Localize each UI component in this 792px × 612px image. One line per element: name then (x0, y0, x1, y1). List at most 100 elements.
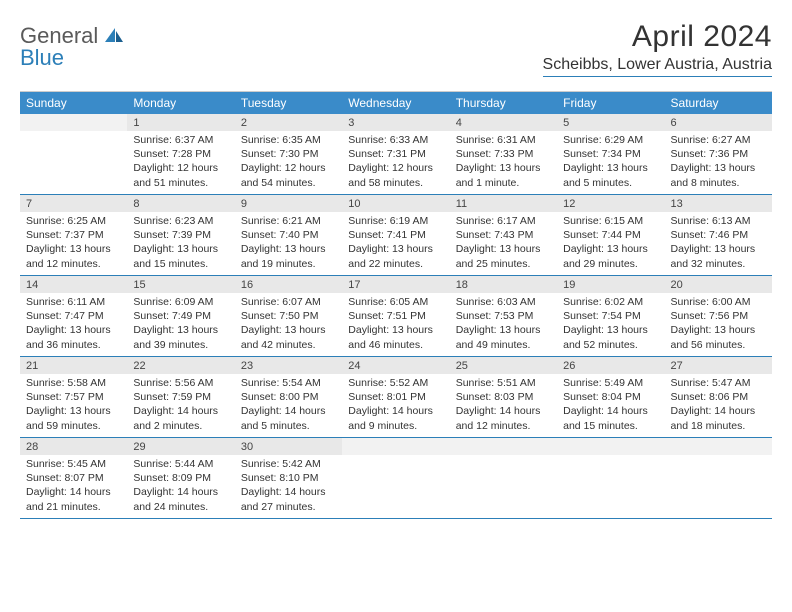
daylight-line: Daylight: 13 hours and 12 minutes. (26, 242, 121, 270)
daylight-line: Daylight: 14 hours and 12 minutes. (456, 404, 551, 432)
day-cell: 24Sunrise: 5:52 AMSunset: 8:01 PMDayligh… (342, 357, 449, 437)
day-cell: 19Sunrise: 6:02 AMSunset: 7:54 PMDayligh… (557, 276, 664, 356)
day-cell (557, 438, 664, 518)
day-number: 15 (127, 276, 234, 293)
daylight-line: Daylight: 14 hours and 15 minutes. (563, 404, 658, 432)
day-body: Sunrise: 6:35 AMSunset: 7:30 PMDaylight:… (235, 131, 342, 194)
daylight-line: Daylight: 13 hours and 32 minutes. (671, 242, 766, 270)
sunset-line: Sunset: 7:36 PM (671, 147, 766, 161)
daylight-line: Daylight: 13 hours and 36 minutes. (26, 323, 121, 351)
day-number: 24 (342, 357, 449, 374)
sunrise-line: Sunrise: 6:09 AM (133, 295, 228, 309)
sunrise-line: Sunrise: 6:25 AM (26, 214, 121, 228)
sunrise-line: Sunrise: 6:00 AM (671, 295, 766, 309)
sunrise-line: Sunrise: 6:27 AM (671, 133, 766, 147)
daylight-line: Daylight: 13 hours and 59 minutes. (26, 404, 121, 432)
daylight-line: Daylight: 13 hours and 56 minutes. (671, 323, 766, 351)
day-body (450, 455, 557, 461)
day-number: 27 (665, 357, 772, 374)
calendar-page: General Blue April 2024 Scheibbs, Lower … (0, 0, 792, 519)
day-number (557, 438, 664, 455)
sunrise-line: Sunrise: 5:58 AM (26, 376, 121, 390)
sunset-line: Sunset: 7:50 PM (241, 309, 336, 323)
logo-text: General Blue (20, 26, 125, 68)
sunrise-line: Sunrise: 5:56 AM (133, 376, 228, 390)
day-header-row: SundayMondayTuesdayWednesdayThursdayFrid… (20, 92, 772, 114)
day-body: Sunrise: 6:23 AMSunset: 7:39 PMDaylight:… (127, 212, 234, 275)
sunrise-line: Sunrise: 6:07 AM (241, 295, 336, 309)
day-body: Sunrise: 6:07 AMSunset: 7:50 PMDaylight:… (235, 293, 342, 356)
title-block: April 2024 Scheibbs, Lower Austria, Aust… (543, 20, 772, 77)
day-number: 2 (235, 114, 342, 131)
sunrise-line: Sunrise: 6:31 AM (456, 133, 551, 147)
day-cell: 30Sunrise: 5:42 AMSunset: 8:10 PMDayligh… (235, 438, 342, 518)
day-body: Sunrise: 6:15 AMSunset: 7:44 PMDaylight:… (557, 212, 664, 275)
day-cell: 29Sunrise: 5:44 AMSunset: 8:09 PMDayligh… (127, 438, 234, 518)
sunrise-line: Sunrise: 6:19 AM (348, 214, 443, 228)
day-body: Sunrise: 6:19 AMSunset: 7:41 PMDaylight:… (342, 212, 449, 275)
daylight-line: Daylight: 12 hours and 54 minutes. (241, 161, 336, 189)
daylight-line: Daylight: 13 hours and 49 minutes. (456, 323, 551, 351)
day-cell: 16Sunrise: 6:07 AMSunset: 7:50 PMDayligh… (235, 276, 342, 356)
sunset-line: Sunset: 7:31 PM (348, 147, 443, 161)
day-number: 14 (20, 276, 127, 293)
sunrise-line: Sunrise: 5:44 AM (133, 457, 228, 471)
sunrise-line: Sunrise: 6:03 AM (456, 295, 551, 309)
sunset-line: Sunset: 7:51 PM (348, 309, 443, 323)
day-body: Sunrise: 5:58 AMSunset: 7:57 PMDaylight:… (20, 374, 127, 437)
day-body: Sunrise: 6:09 AMSunset: 7:49 PMDaylight:… (127, 293, 234, 356)
day-cell: 26Sunrise: 5:49 AMSunset: 8:04 PMDayligh… (557, 357, 664, 437)
sunrise-line: Sunrise: 6:02 AM (563, 295, 658, 309)
day-cell: 3Sunrise: 6:33 AMSunset: 7:31 PMDaylight… (342, 114, 449, 194)
daylight-line: Daylight: 13 hours and 42 minutes. (241, 323, 336, 351)
sunset-line: Sunset: 7:30 PM (241, 147, 336, 161)
day-cell: 4Sunrise: 6:31 AMSunset: 7:33 PMDaylight… (450, 114, 557, 194)
day-body: Sunrise: 6:05 AMSunset: 7:51 PMDaylight:… (342, 293, 449, 356)
sunset-line: Sunset: 8:10 PM (241, 471, 336, 485)
day-number (20, 114, 127, 131)
day-cell: 15Sunrise: 6:09 AMSunset: 7:49 PMDayligh… (127, 276, 234, 356)
day-cell: 12Sunrise: 6:15 AMSunset: 7:44 PMDayligh… (557, 195, 664, 275)
day-cell: 11Sunrise: 6:17 AMSunset: 7:43 PMDayligh… (450, 195, 557, 275)
day-header: Sunday (20, 92, 127, 114)
daylight-line: Daylight: 13 hours and 1 minute. (456, 161, 551, 189)
day-number: 4 (450, 114, 557, 131)
day-body: Sunrise: 6:21 AMSunset: 7:40 PMDaylight:… (235, 212, 342, 275)
day-number: 16 (235, 276, 342, 293)
day-number: 13 (665, 195, 772, 212)
sunrise-line: Sunrise: 5:47 AM (671, 376, 766, 390)
sunrise-line: Sunrise: 6:29 AM (563, 133, 658, 147)
sunset-line: Sunset: 8:09 PM (133, 471, 228, 485)
day-cell: 22Sunrise: 5:56 AMSunset: 7:59 PMDayligh… (127, 357, 234, 437)
day-cell: 5Sunrise: 6:29 AMSunset: 7:34 PMDaylight… (557, 114, 664, 194)
sunrise-line: Sunrise: 6:11 AM (26, 295, 121, 309)
day-cell: 2Sunrise: 6:35 AMSunset: 7:30 PMDaylight… (235, 114, 342, 194)
day-body (557, 455, 664, 461)
sunrise-line: Sunrise: 6:33 AM (348, 133, 443, 147)
daylight-line: Daylight: 14 hours and 5 minutes. (241, 404, 336, 432)
daylight-line: Daylight: 13 hours and 25 minutes. (456, 242, 551, 270)
month-title: April 2024 (543, 20, 772, 54)
day-number: 21 (20, 357, 127, 374)
day-cell: 9Sunrise: 6:21 AMSunset: 7:40 PMDaylight… (235, 195, 342, 275)
day-number: 18 (450, 276, 557, 293)
day-number: 25 (450, 357, 557, 374)
day-cell (342, 438, 449, 518)
day-number (665, 438, 772, 455)
day-cell: 20Sunrise: 6:00 AMSunset: 7:56 PMDayligh… (665, 276, 772, 356)
day-body: Sunrise: 5:44 AMSunset: 8:09 PMDaylight:… (127, 455, 234, 518)
day-cell (665, 438, 772, 518)
day-cell: 13Sunrise: 6:13 AMSunset: 7:46 PMDayligh… (665, 195, 772, 275)
sunrise-line: Sunrise: 5:42 AM (241, 457, 336, 471)
day-cell (450, 438, 557, 518)
daylight-line: Daylight: 14 hours and 21 minutes. (26, 485, 121, 513)
sunrise-line: Sunrise: 5:49 AM (563, 376, 658, 390)
day-number: 10 (342, 195, 449, 212)
day-body: Sunrise: 5:42 AMSunset: 8:10 PMDaylight:… (235, 455, 342, 518)
day-number: 29 (127, 438, 234, 455)
day-body: Sunrise: 6:00 AMSunset: 7:56 PMDaylight:… (665, 293, 772, 356)
day-cell: 23Sunrise: 5:54 AMSunset: 8:00 PMDayligh… (235, 357, 342, 437)
day-number: 30 (235, 438, 342, 455)
day-header: Saturday (665, 92, 772, 114)
daylight-line: Daylight: 13 hours and 19 minutes. (241, 242, 336, 270)
